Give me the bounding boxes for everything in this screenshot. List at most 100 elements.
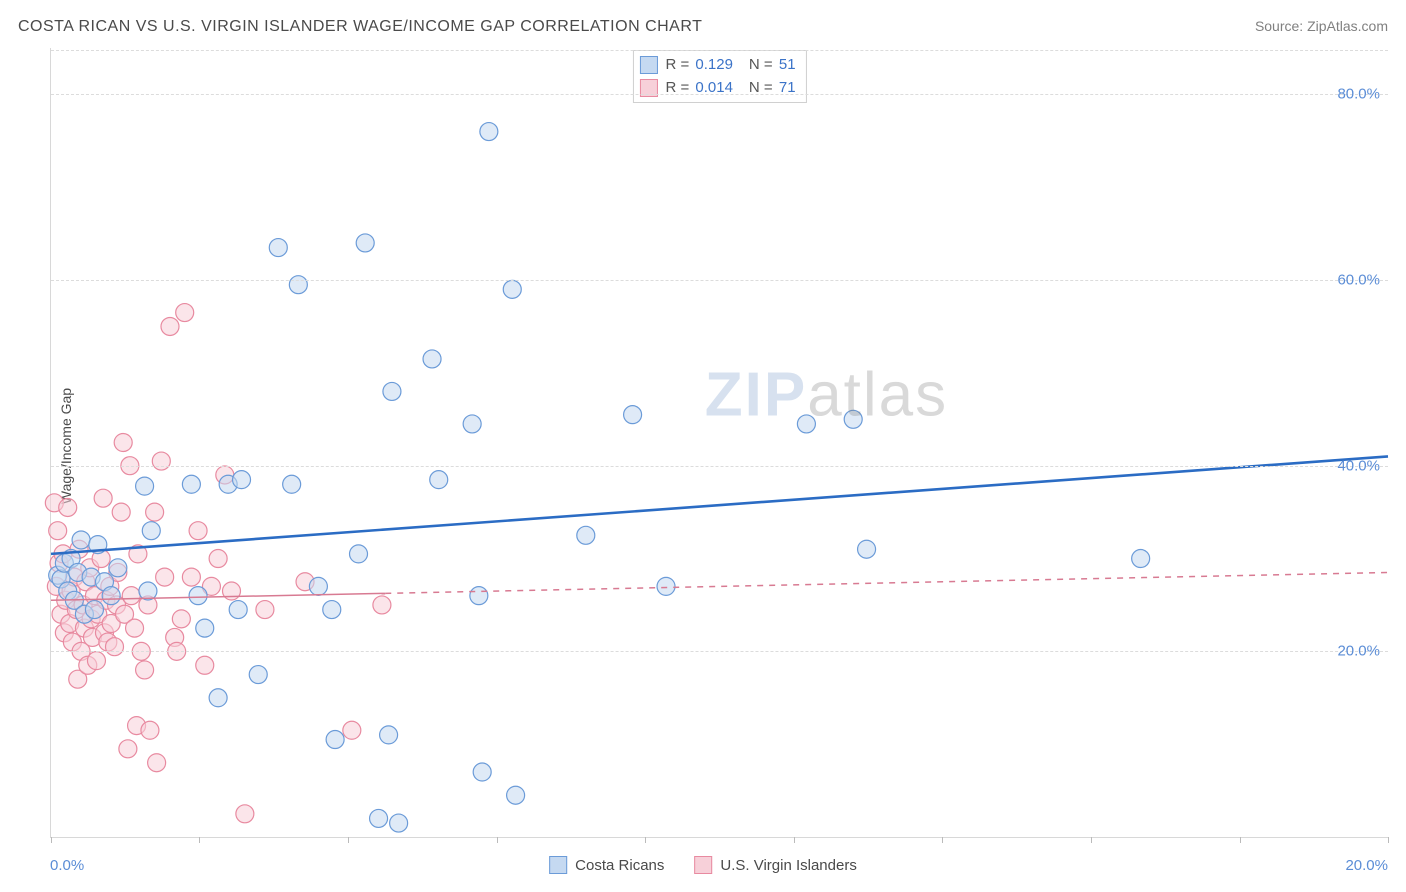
scatter-point — [380, 726, 398, 744]
scatter-point — [480, 123, 498, 141]
gridline — [51, 466, 1388, 467]
y-tick-label: 20.0% — [1337, 643, 1380, 660]
scatter-point — [844, 410, 862, 428]
trend-line-extrapolated — [385, 572, 1388, 593]
scatter-point — [229, 601, 247, 619]
x-tick-mark — [199, 837, 200, 843]
x-tick-mark — [497, 837, 498, 843]
legend-row-series-2: R = 0.014 N = 71 — [639, 77, 795, 100]
scatter-point — [196, 656, 214, 674]
legend-n-value-2: 71 — [779, 79, 796, 96]
legend-n-value-1: 51 — [779, 56, 796, 73]
scatter-point — [657, 577, 675, 595]
scatter-point — [283, 475, 301, 493]
scatter-point — [370, 809, 388, 827]
x-tick-mark — [794, 837, 795, 843]
plot-area: R = 0.129 N = 51 R = 0.014 N = 71 ZIPatl… — [50, 48, 1388, 838]
legend-r-value-2: 0.014 — [695, 79, 733, 96]
chart-title: COSTA RICAN VS U.S. VIRGIN ISLANDER WAGE… — [18, 18, 702, 36]
legend-r-label-2: R = — [665, 79, 693, 96]
y-tick-label: 80.0% — [1337, 86, 1380, 103]
scatter-point — [430, 471, 448, 489]
scatter-point — [182, 568, 200, 586]
scatter-point — [72, 531, 90, 549]
scatter-point — [146, 503, 164, 521]
x-tick-mark — [1388, 837, 1389, 843]
legend-n-label-2: N = — [749, 79, 777, 96]
scatter-point — [858, 540, 876, 558]
scatter-point — [139, 582, 157, 600]
series-legend-swatch-1 — [549, 856, 567, 874]
scatter-point — [383, 382, 401, 400]
trend-line — [51, 456, 1388, 553]
scatter-point — [1132, 550, 1150, 568]
scatter-point — [109, 559, 127, 577]
gridline — [51, 280, 1388, 281]
scatter-point — [350, 545, 368, 563]
series-legend-item-2: U.S. Virgin Islanders — [694, 856, 856, 874]
scatter-point — [309, 577, 327, 595]
scatter-point — [373, 596, 391, 614]
scatter-point — [49, 522, 67, 540]
gridline — [51, 94, 1388, 95]
scatter-point — [156, 568, 174, 586]
scatter-point — [136, 477, 154, 495]
x-tick-mark — [51, 837, 52, 843]
scatter-point — [473, 763, 491, 781]
scatter-point — [161, 317, 179, 335]
scatter-point — [176, 304, 194, 322]
scatter-point — [343, 721, 361, 739]
scatter-point — [577, 526, 595, 544]
scatter-point — [182, 475, 200, 493]
series-legend-label-1: Costa Ricans — [575, 857, 664, 874]
scatter-point — [112, 503, 130, 521]
legend-swatch-series-1 — [639, 56, 657, 74]
scatter-point — [463, 415, 481, 433]
scatter-point — [390, 814, 408, 832]
scatter-point — [797, 415, 815, 433]
scatter-point — [326, 731, 344, 749]
scatter-point — [236, 805, 254, 823]
scatter-point — [85, 601, 103, 619]
series-legend-swatch-2 — [694, 856, 712, 874]
series-legend: Costa Ricans U.S. Virgin Islanders — [549, 856, 857, 874]
scatter-point — [119, 740, 137, 758]
scatter-point — [114, 434, 132, 452]
scatter-point — [141, 721, 159, 739]
scatter-point — [269, 239, 287, 257]
x-tick-mark — [942, 837, 943, 843]
legend-r-label-1: R = — [665, 56, 693, 73]
scatter-point — [323, 601, 341, 619]
scatter-point — [189, 587, 207, 605]
scatter-point — [106, 638, 124, 656]
x-tick-mark — [1240, 837, 1241, 843]
x-axis-max-label: 20.0% — [1345, 857, 1388, 874]
legend-r-value-1: 0.129 — [695, 56, 733, 73]
scatter-point — [196, 619, 214, 637]
scatter-point — [256, 601, 274, 619]
scatter-point — [249, 666, 267, 684]
scatter-point — [148, 754, 166, 772]
scatter-point — [356, 234, 374, 252]
scatter-point — [152, 452, 170, 470]
scatter-point — [624, 406, 642, 424]
scatter-point — [507, 786, 525, 804]
x-tick-mark — [1091, 837, 1092, 843]
y-tick-label: 60.0% — [1337, 272, 1380, 289]
scatter-point — [233, 471, 251, 489]
scatter-point — [122, 587, 140, 605]
scatter-point — [470, 587, 488, 605]
scatter-point — [126, 619, 144, 637]
series-legend-item-1: Costa Ricans — [549, 856, 664, 874]
scatter-point — [209, 550, 227, 568]
scatter-point — [94, 489, 112, 507]
series-legend-label-2: U.S. Virgin Islanders — [720, 857, 856, 874]
scatter-plot-svg — [51, 48, 1388, 837]
scatter-point — [172, 610, 190, 628]
scatter-point — [189, 522, 207, 540]
legend-n-label-1: N = — [749, 56, 777, 73]
scatter-point — [142, 522, 160, 540]
x-tick-mark — [348, 837, 349, 843]
scatter-point — [503, 280, 521, 298]
scatter-point — [136, 661, 154, 679]
